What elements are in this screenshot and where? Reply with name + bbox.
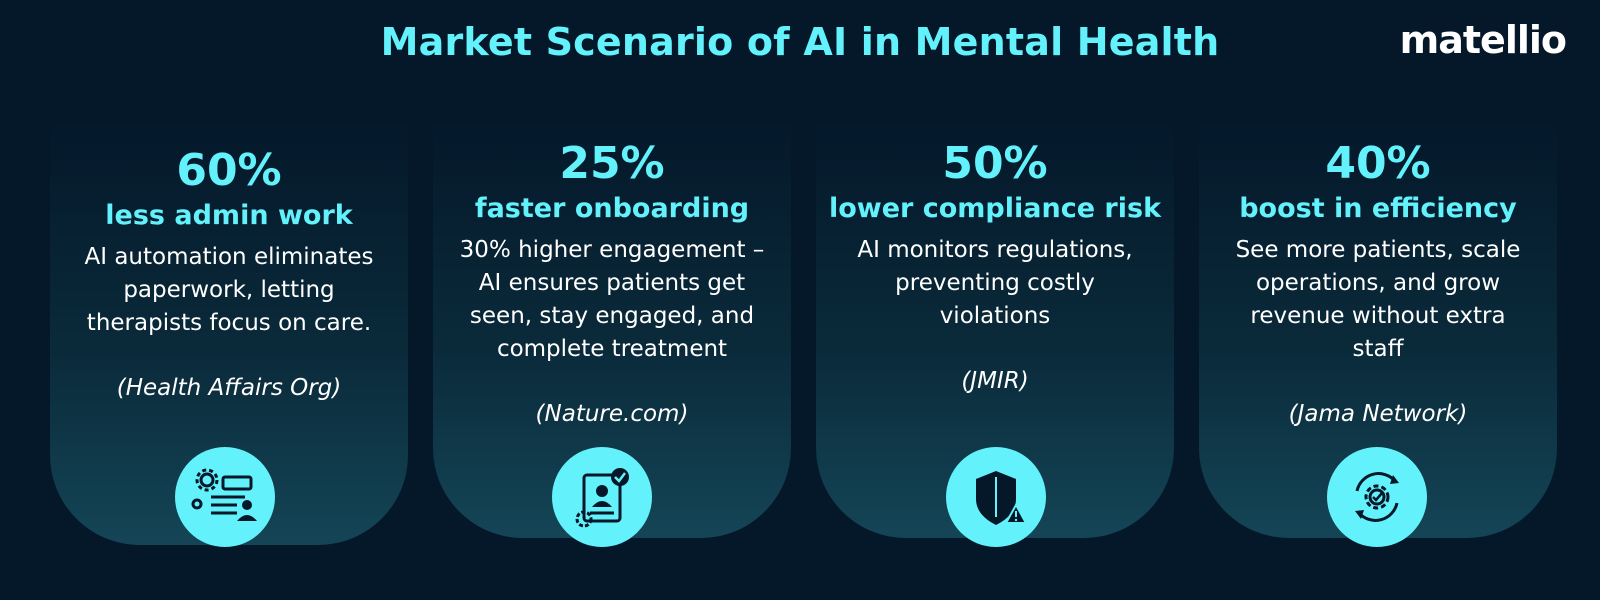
- matellio-logo: matellio: [1399, 18, 1567, 62]
- gears-document-user-icon: [175, 447, 275, 547]
- stat-headline: faster onboarding: [474, 193, 750, 224]
- stat-description: AI automation eliminates paperwork, lett…: [84, 244, 374, 336]
- stat-source: (Jama Network): [1288, 401, 1468, 427]
- stat-percent: 40%: [1325, 138, 1431, 189]
- stat-percent: 50%: [942, 138, 1048, 189]
- stat-source: (JMIR): [961, 368, 1029, 394]
- stat-headline: lower compliance risk: [828, 193, 1162, 224]
- stat-percent: 25%: [559, 138, 665, 189]
- stat-source: (Health Affairs Org): [116, 375, 342, 401]
- stat-percent: 60%: [176, 145, 282, 196]
- stat-source: (Nature.com): [535, 401, 689, 427]
- gear-cycle-check-icon: [1327, 447, 1427, 547]
- profile-check-gear-icon: [552, 447, 652, 547]
- stat-headline: less admin work: [105, 200, 353, 231]
- stat-description: AI monitors regulations, preventing cost…: [857, 237, 1133, 329]
- stat-description: 30% higher engagement – AI ensures patie…: [459, 237, 765, 362]
- stat-headline: boost in efficiency: [1239, 193, 1517, 224]
- stats-cards: 60% less admin work AI automation elimin…: [50, 115, 1558, 575]
- stat-description: See more patients, scale operations, and…: [1235, 237, 1521, 362]
- shield-warning-icon: [946, 447, 1046, 547]
- page-title: Market Scenario of AI in Mental Health: [380, 20, 1220, 64]
